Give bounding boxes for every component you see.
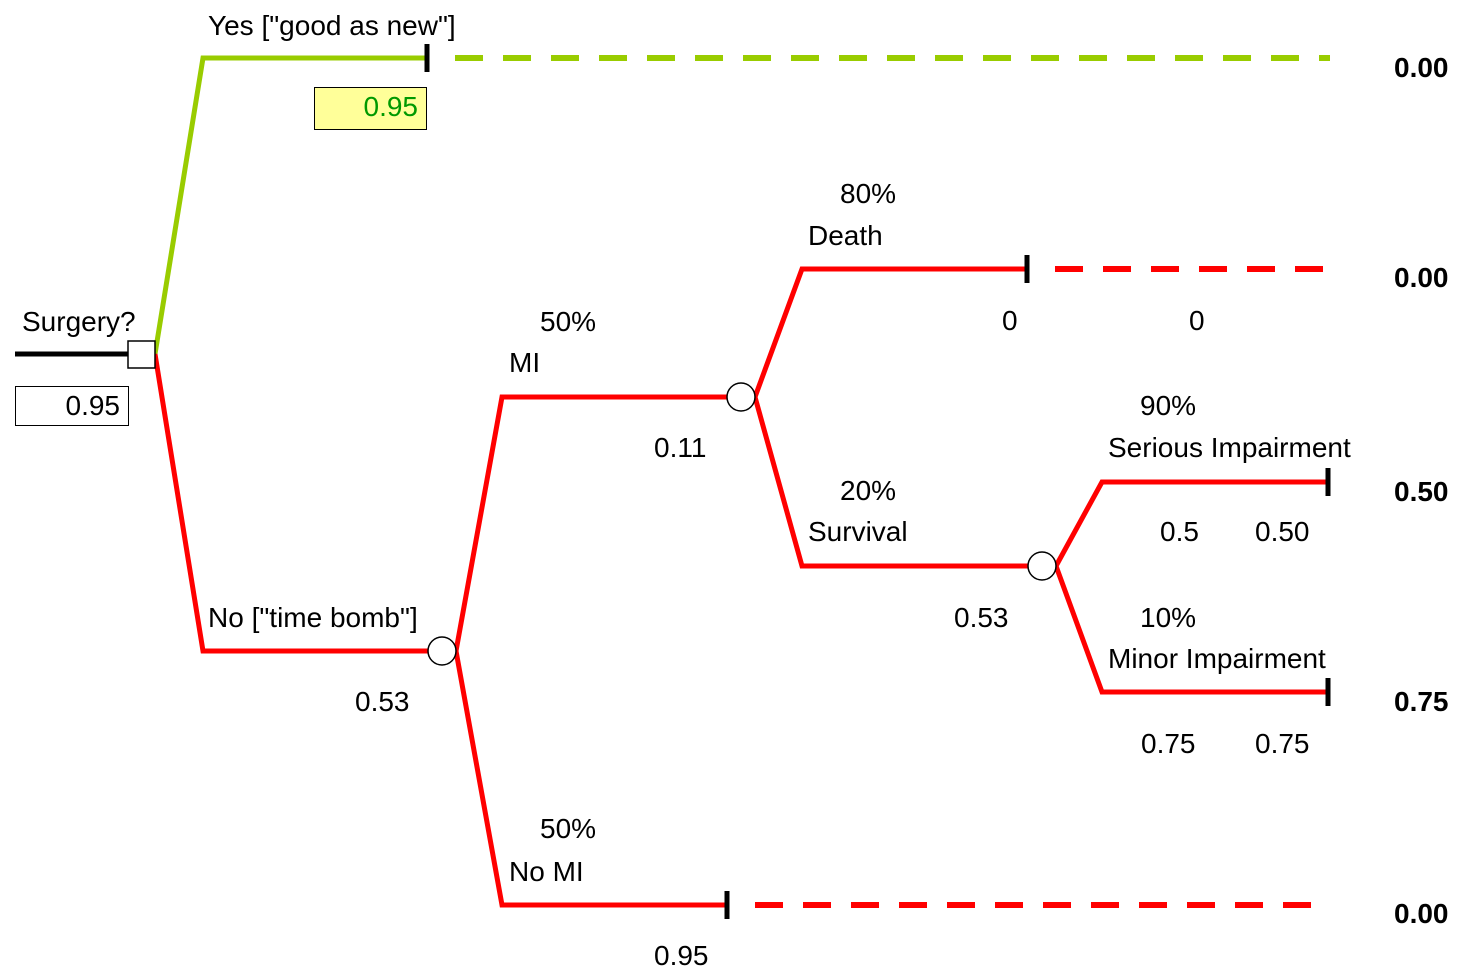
serious-payoff: 0.50 (1255, 516, 1310, 547)
death-label: Death (808, 220, 883, 251)
no-mi-terminal-value: 0.00 (1394, 898, 1449, 929)
no-mi-prob: 50% (540, 813, 597, 844)
minor-prob: 10% (1140, 602, 1197, 633)
no-mi-label: No MI (509, 856, 584, 887)
death-value: 0 (1002, 305, 1018, 336)
serious-label: Serious Impairment (1108, 432, 1351, 463)
no-mi-branch-line[interactable] (453, 650, 727, 908)
survival-value: 0.53 (954, 602, 1009, 633)
survival-prob: 20% (840, 475, 897, 506)
survival-branch-line[interactable] (752, 396, 1028, 569)
yes-branch-line[interactable] (152, 55, 427, 355)
yes-terminal-value: 0.00 (1394, 52, 1449, 83)
no-branch-line[interactable] (152, 353, 428, 654)
no-branch-label: No ["time bomb"] (208, 602, 418, 633)
root-value-box: 0.95 (15, 386, 129, 426)
decision-node[interactable] (127, 340, 156, 369)
mi-prob: 50% (540, 306, 597, 337)
chance-node-survival[interactable] (1027, 551, 1057, 581)
no-branch-value: 0.53 (355, 686, 410, 717)
minor-payoff: 0.75 (1255, 728, 1310, 759)
death-branch-line[interactable] (752, 266, 1027, 398)
minor-value: 0.75 (1141, 728, 1196, 759)
minor-terminal-value: 0.75 (1394, 686, 1449, 717)
mi-value: 0.11 (654, 432, 707, 463)
minor-label: Minor Impairment (1108, 643, 1326, 674)
chance-node-no[interactable] (427, 636, 457, 666)
yes-branch-label: Yes ["good as new"] (208, 10, 456, 41)
death-prob: 80% (840, 178, 897, 209)
yes-value-box: 0.95 (314, 87, 427, 130)
death-payoff: 0 (1189, 305, 1205, 336)
chance-node-mi[interactable] (726, 382, 756, 412)
serious-prob: 90% (1140, 390, 1197, 421)
no-mi-value: 0.95 (654, 940, 709, 971)
mi-label: MI (509, 347, 541, 378)
survival-label: Survival (808, 516, 908, 547)
serious-terminal-value: 0.50 (1394, 476, 1449, 507)
minor-branch-line[interactable] (1053, 565, 1328, 695)
serious-branch-line[interactable] (1053, 479, 1328, 568)
mi-branch-line[interactable] (453, 394, 727, 652)
root-label: Surgery? (22, 306, 136, 337)
death-terminal-value: 0.00 (1394, 262, 1449, 293)
serious-value: 0.5 (1160, 516, 1199, 547)
